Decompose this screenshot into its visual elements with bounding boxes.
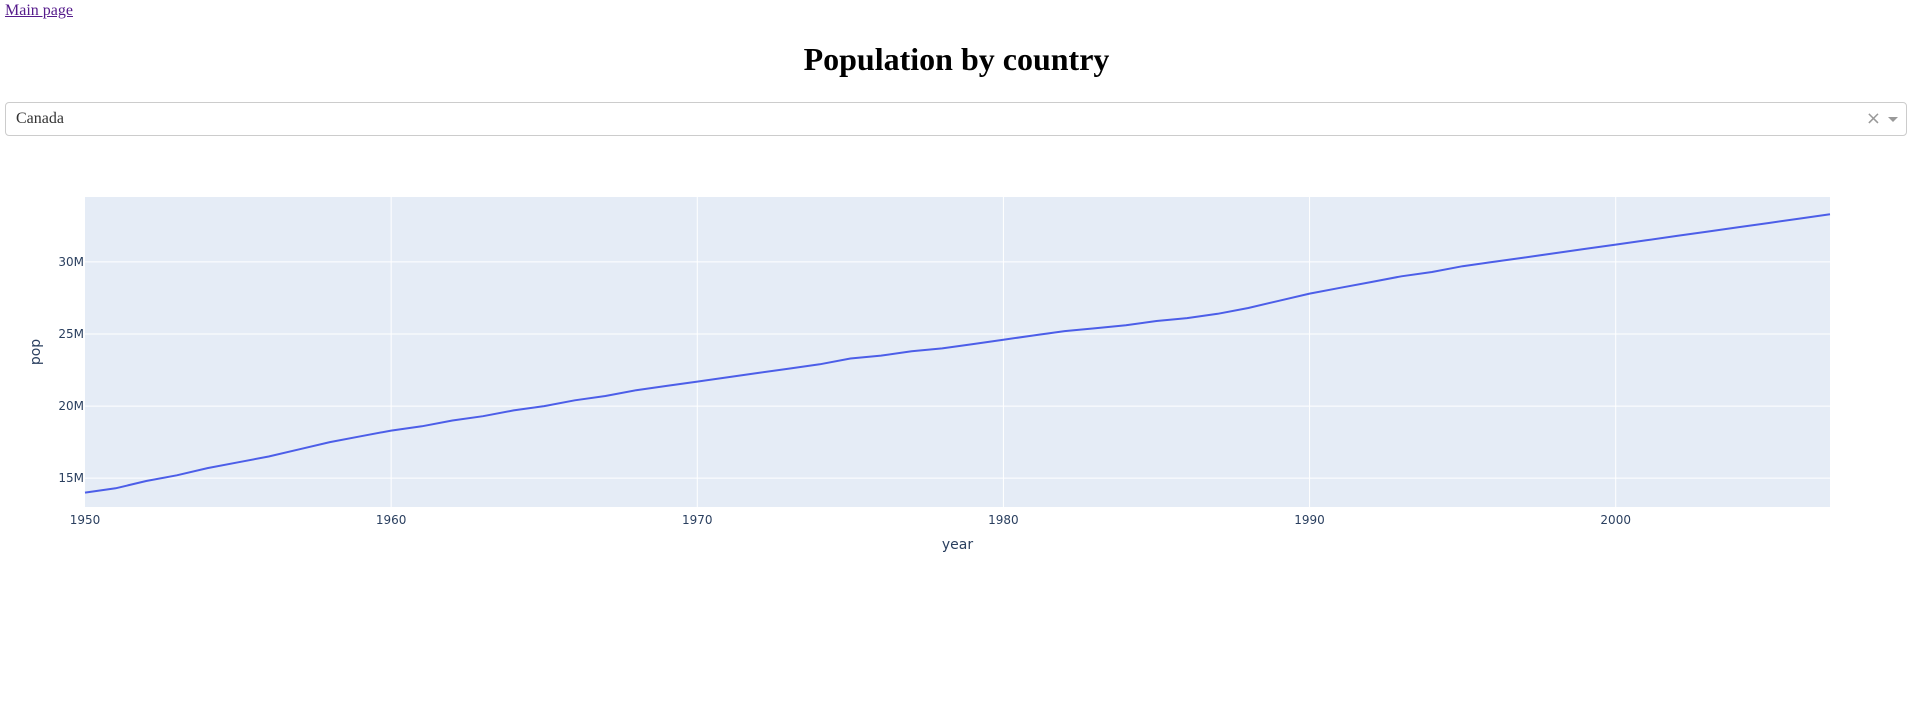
x-tick-label: 1970 [682, 513, 713, 527]
x-tick-label: 1960 [376, 513, 407, 527]
x-tick-label: 2000 [1600, 513, 1631, 527]
x-tick-label: 1950 [70, 513, 101, 527]
y-tick-label: 15M [58, 471, 84, 485]
chevron-down-icon[interactable] [1888, 117, 1898, 122]
main-page-link[interactable]: Main page [5, 2, 73, 19]
x-tick-label: 1990 [1294, 513, 1325, 527]
y-axis-title: pop [28, 339, 44, 365]
y-tick-label: 30M [58, 255, 84, 269]
country-dropdown[interactable]: Canada × [5, 102, 1907, 136]
y-tick-label: 20M [58, 399, 84, 413]
page-title: Population by country [803, 41, 1110, 77]
clear-icon[interactable]: × [1865, 108, 1881, 129]
population-chart: 1950 1960 1970 1980 1990 2000 15M 20M 25M 30M ye… [28, 197, 1831, 553]
y-tick-label: 25M [58, 327, 84, 341]
plot-area [85, 197, 1830, 507]
x-axis-title: year [942, 537, 973, 553]
dropdown-selected-value: Canada [16, 110, 64, 127]
series-line [84, 213, 1831, 494]
x-tick-label: 1980 [988, 513, 1019, 527]
